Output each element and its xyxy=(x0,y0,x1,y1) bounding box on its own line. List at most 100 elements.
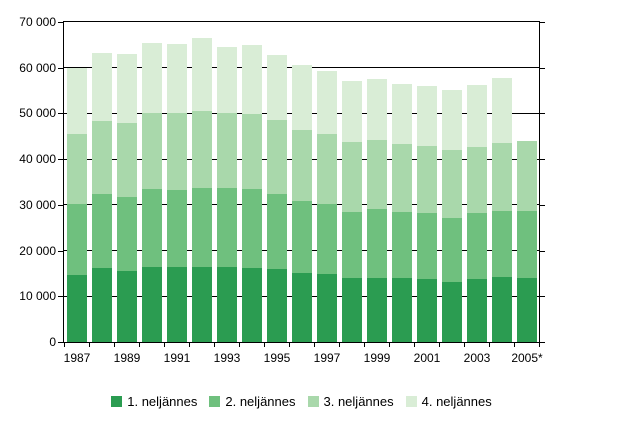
x-axis-tick-14 xyxy=(414,343,415,347)
bar-segment-2000-q3 xyxy=(392,144,412,213)
bar-segment-1995-q4 xyxy=(267,54,287,120)
bar-segment-2005*-q2 xyxy=(517,211,537,278)
bar-segment-1994-q3 xyxy=(242,113,262,189)
bar-1994 xyxy=(242,22,262,342)
bar-segment-1990-q4 xyxy=(142,42,162,114)
x-axis-tick-19 xyxy=(539,343,540,347)
bar-segment-1988-q4 xyxy=(92,53,112,121)
bar-1996 xyxy=(292,22,312,342)
bar-segment-1997-q2 xyxy=(317,204,337,275)
bar-segment-1995-q3 xyxy=(267,119,287,194)
y-axis-label-20000: 20 000 xyxy=(19,243,56,258)
bar-segment-1997-q3 xyxy=(317,134,337,205)
bar-2000 xyxy=(392,22,412,342)
y-axis-label-70000: 70 000 xyxy=(19,15,56,29)
bar-segment-1995-q1 xyxy=(267,269,287,342)
bar-segment-1989-q2 xyxy=(117,197,137,271)
y-axis-tick-left-40000 xyxy=(58,159,63,161)
bar-segment-1996-q1 xyxy=(292,272,312,342)
x-axis-tick-11 xyxy=(339,343,340,347)
y-axis-tick-right-40000 xyxy=(540,159,545,161)
y-axis-tick-left-0 xyxy=(58,342,63,343)
bar-segment-1987-q4 xyxy=(67,68,87,134)
y-axis-tick-right-60000 xyxy=(540,67,545,69)
legend-item-q2: 2. neljännes xyxy=(209,394,296,409)
x-axis-label-1991: 1991 xyxy=(163,351,191,365)
x-axis-label-2001: 2001 xyxy=(413,351,441,365)
bar-segment-2002-q4 xyxy=(442,89,462,150)
y-axis-tick-left-10000 xyxy=(58,296,63,298)
bar-2002 xyxy=(442,22,462,342)
bar-1997 xyxy=(317,22,337,342)
bar-segment-1998-q4 xyxy=(342,80,362,143)
legend-swatch-q4 xyxy=(405,396,417,407)
x-axis-tick-3 xyxy=(139,343,140,347)
bar-segment-2000-q2 xyxy=(392,212,412,279)
x-axis-tick-12 xyxy=(364,343,365,347)
y-axis-tick-left-50000 xyxy=(58,113,63,115)
bar-segment-1995-q2 xyxy=(267,193,287,270)
x-axis-tick-6 xyxy=(214,343,215,347)
bar-segment-1996-q2 xyxy=(292,200,312,273)
bar-segment-1994-q1 xyxy=(242,267,262,342)
bar-segment-1987-q2 xyxy=(67,203,87,275)
x-axis-tick-5 xyxy=(189,343,190,347)
x-axis-label-1999: 1999 xyxy=(363,351,391,365)
bar-segment-1993-q4 xyxy=(217,47,237,113)
bar-segment-2005*-q3 xyxy=(517,140,537,212)
bar-segment-1991-q3 xyxy=(167,112,187,190)
x-axis-label-1987: 1987 xyxy=(63,351,91,365)
legend-item-q3: 3. neljännes xyxy=(307,394,394,409)
x-axis-label-1997: 1997 xyxy=(313,351,341,365)
bar-segment-1997-q4 xyxy=(317,70,337,134)
legend-item-q1: 1. neljännes xyxy=(111,394,197,409)
legend-swatch-q1 xyxy=(111,396,123,407)
bar-segment-1999-q2 xyxy=(367,209,387,278)
bar-segment-2000-q4 xyxy=(392,83,412,145)
bar-segment-2001-q2 xyxy=(417,213,437,279)
bar-segment-1992-q1 xyxy=(192,266,212,342)
bar-segment-1998-q2 xyxy=(342,211,362,279)
y-axis-tick-right-0 xyxy=(540,342,545,343)
y-axis-label-10000: 10 000 xyxy=(19,289,56,304)
y-axis-tick-right-70000 xyxy=(540,22,545,23)
bar-1987 xyxy=(67,22,87,342)
legend: 1. neljännes 2. neljännes 3. neljännes 4. n… xyxy=(63,394,540,409)
bar-1989 xyxy=(117,22,137,342)
bar-segment-2003-q2 xyxy=(467,213,487,279)
y-axis-label-40000: 40 000 xyxy=(19,152,56,167)
bar-1991 xyxy=(167,22,187,342)
bar-segment-2001-q3 xyxy=(417,145,437,214)
legend-label-q3: 3. neljännes xyxy=(323,394,394,409)
y-axis-label-0: 0 xyxy=(49,335,56,349)
bar-segment-2002-q3 xyxy=(442,150,462,219)
x-axis-tick-0 xyxy=(64,343,65,347)
bar-segment-1989-q1 xyxy=(117,270,137,342)
bar-segment-2002-q2 xyxy=(442,218,462,282)
x-axis-tick-4 xyxy=(164,343,165,347)
bar-segment-1996-q4 xyxy=(292,64,312,130)
x-axis-tick-13 xyxy=(389,343,390,347)
bar-segment-1993-q3 xyxy=(217,113,237,188)
bar-segment-1992-q2 xyxy=(192,187,212,267)
y-axis-tick-right-20000 xyxy=(540,250,545,252)
x-axis-tick-7 xyxy=(239,343,240,347)
bar-segment-2003-q1 xyxy=(467,278,487,342)
bar-1992 xyxy=(192,22,212,342)
bar-segment-1999-q4 xyxy=(367,78,387,140)
bar-segment-2003-q3 xyxy=(467,146,487,214)
bar-2003 xyxy=(467,22,487,342)
bar-segment-2002-q1 xyxy=(442,281,462,342)
x-axis-tick-2 xyxy=(114,343,115,347)
y-axis-label-30000: 30 000 xyxy=(19,197,56,212)
bar-segment-1988-q3 xyxy=(92,120,112,194)
bar-segment-1990-q3 xyxy=(142,113,162,189)
y-axis-tick-right-10000 xyxy=(540,296,545,298)
bar-segment-2004-q4 xyxy=(492,78,512,143)
bar-1999 xyxy=(367,22,387,342)
x-axis-tick-10 xyxy=(314,343,315,347)
x-axis-tick-9 xyxy=(289,343,290,347)
x-axis-label-2003: 2003 xyxy=(463,351,491,365)
bar-segment-1991-q4 xyxy=(167,43,187,113)
